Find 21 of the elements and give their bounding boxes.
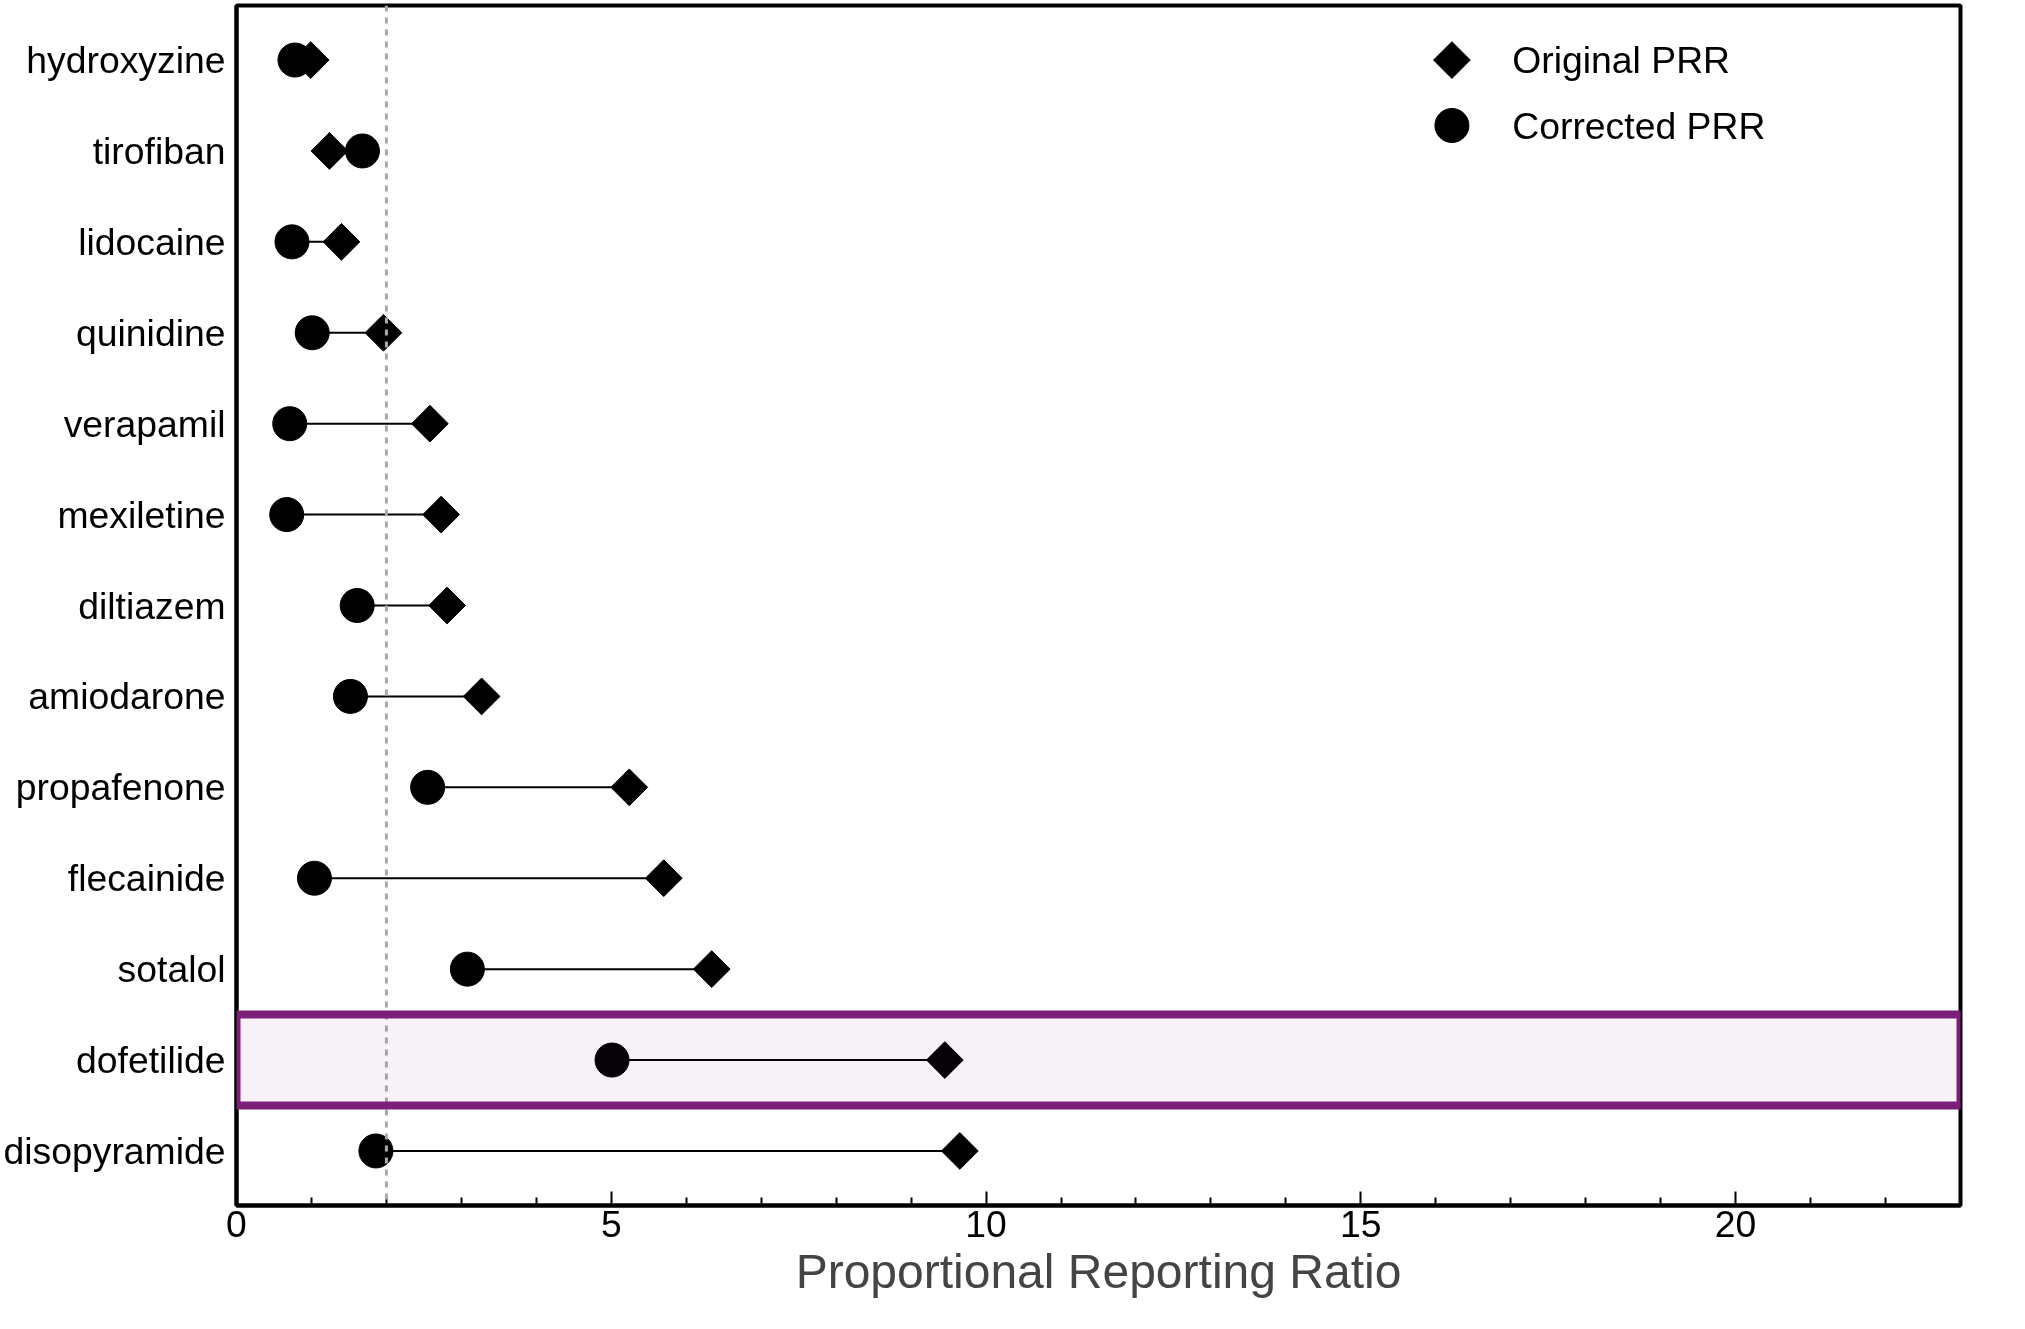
x-tick-label: 0 bbox=[226, 1202, 247, 1245]
y-tick-label: tirofiban bbox=[92, 129, 226, 172]
y-tick-label: disopyramide bbox=[3, 1129, 226, 1172]
x-tick-label: 20 bbox=[1714, 1202, 1757, 1245]
y-tick-label: amiodarone bbox=[28, 675, 226, 718]
y-tick-label: dofetilide bbox=[76, 1039, 226, 1082]
y-tick-label: propafenone bbox=[15, 766, 226, 809]
x-tick-label: 10 bbox=[965, 1202, 1007, 1245]
y-tick-label: quinidine bbox=[76, 311, 226, 354]
y-tick-label: lidocaine bbox=[78, 220, 226, 263]
y-tick-label: hydroxyzine bbox=[26, 39, 226, 82]
y-tick-label: mexiletine bbox=[57, 493, 226, 536]
legend-label: Original PRR bbox=[1512, 39, 1731, 82]
y-tick-label: verapamil bbox=[63, 402, 226, 445]
y-tick-label: diltiazem bbox=[78, 584, 226, 627]
y-tick-label: flecainide bbox=[67, 857, 226, 900]
legend-label: Corrected PRR bbox=[1512, 104, 1766, 147]
x-tick-label: 5 bbox=[600, 1202, 622, 1245]
x-axis-title: Proportional Reporting Ratio bbox=[795, 1244, 1402, 1298]
x-tick-label: 15 bbox=[1340, 1202, 1382, 1245]
y-tick-label: sotalol bbox=[117, 948, 226, 991]
